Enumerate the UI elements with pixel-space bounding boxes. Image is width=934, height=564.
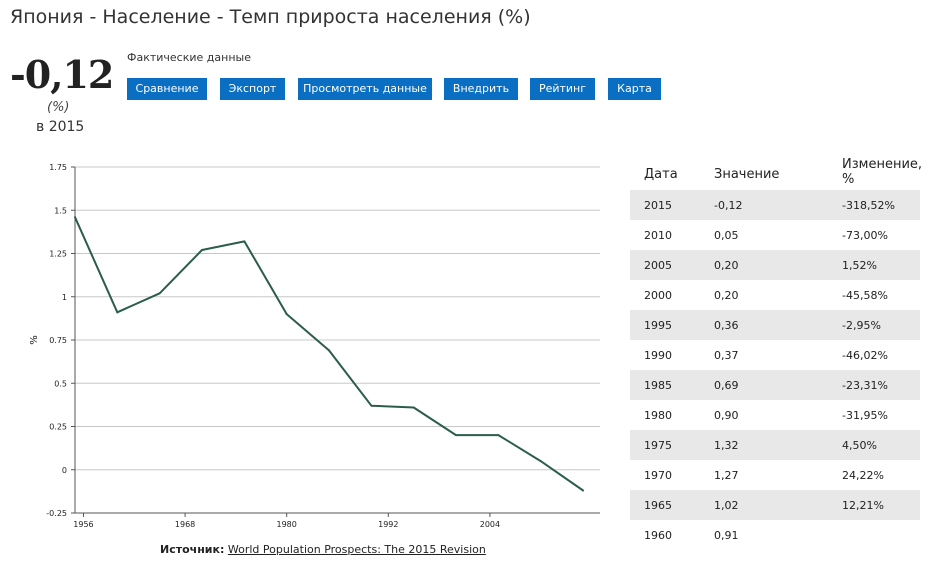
- table-header: Дата Значение Изменение, %: [630, 155, 923, 190]
- table-row: 1960 0,91: [630, 520, 920, 550]
- header-change: Изменение, %: [842, 157, 923, 187]
- y-tick-label: 0.25: [49, 423, 67, 432]
- row-value: 0,37: [714, 349, 739, 362]
- row-change: -318,52%: [842, 199, 895, 212]
- row-date: 1970: [644, 469, 672, 482]
- header-date: Дата: [644, 167, 678, 182]
- y-tick-label: 0.75: [49, 336, 67, 345]
- y-tick-label: 1.5: [54, 206, 67, 215]
- table-row: 1965 1,02 12,21%: [630, 490, 920, 520]
- x-tick-label: 1992: [378, 520, 398, 529]
- row-value: 0,20: [714, 259, 739, 272]
- source-line: Источник: World Population Prospects: Th…: [160, 543, 486, 556]
- data-point: [455, 434, 458, 437]
- row-value: 0,69: [714, 379, 739, 392]
- row-date: 1965: [644, 499, 672, 512]
- page-title: Япония - Население - Темп прироста насел…: [10, 6, 531, 28]
- data-point: [116, 311, 119, 314]
- row-change: -46,02%: [842, 349, 888, 362]
- row-date: 1980: [644, 409, 672, 422]
- data-point: [497, 434, 500, 437]
- data-point: [328, 349, 331, 352]
- row-change: -73,00%: [842, 229, 888, 242]
- y-tick-label: 1: [62, 293, 67, 302]
- table-body: 2015 -0,12 -318,52% 2010 0,05 -73,00% 2005 0,20…: [630, 190, 920, 550]
- y-tick-label: 1.25: [49, 250, 67, 259]
- actual-data-label: Фактические данные: [127, 51, 251, 64]
- row-date: 2010: [644, 229, 672, 242]
- y-tick-label: 0: [62, 466, 67, 475]
- table-row: 2000 0,20 -45,58%: [630, 280, 920, 310]
- row-change: 1,52%: [842, 259, 877, 272]
- table-row: 1985 0,69 -23,31%: [630, 370, 920, 400]
- x-tick-label: 2004: [480, 520, 500, 529]
- current-value: -0,12: [10, 52, 114, 97]
- data-point: [370, 404, 373, 407]
- table-row: 2005 0,20 1,52%: [630, 250, 920, 280]
- row-date: 1985: [644, 379, 672, 392]
- data-point: [201, 249, 204, 252]
- x-tick-label: 1956: [73, 520, 93, 529]
- row-change: 12,21%: [842, 499, 884, 512]
- view-data-button[interactable]: Просмотреть данные: [298, 78, 432, 100]
- row-value: 0,05: [714, 229, 739, 242]
- y-tick-label: 0.5: [54, 379, 67, 388]
- x-tick-label: 1968: [175, 520, 195, 529]
- data-point: [158, 292, 161, 295]
- data-point: [412, 406, 415, 409]
- table-row: 2015 -0,12 -318,52%: [630, 190, 920, 220]
- series-line: [74, 216, 584, 492]
- table-row: 1990 0,37 -46,02%: [630, 340, 920, 370]
- row-value: 0,36: [714, 319, 739, 332]
- x-tick-label: 1980: [277, 520, 297, 529]
- table-row: 2010 0,05 -73,00%: [630, 220, 920, 250]
- line-chart: -0.25 0 0.25 0.5 0.75 1 1.25 1.5 1.75 1956 1968 19…: [29, 163, 600, 529]
- y-tick-label: -0.25: [46, 509, 67, 518]
- row-date: 2015: [644, 199, 672, 212]
- compare-button[interactable]: Сравнение: [127, 78, 207, 100]
- table-row: 1980 0,90 -31,95%: [630, 400, 920, 430]
- data-point: [285, 313, 288, 316]
- export-button[interactable]: Экспорт: [220, 78, 285, 100]
- row-value: 0,20: [714, 289, 739, 302]
- row-change: -23,31%: [842, 379, 888, 392]
- row-date: 1990: [644, 349, 672, 362]
- y-tick-label: 1.75: [49, 163, 67, 172]
- data-point: [539, 460, 542, 463]
- y-axis-label: %: [29, 335, 40, 345]
- data-point: [74, 216, 76, 219]
- map-button[interactable]: Карта: [608, 78, 661, 100]
- unit-label: (%): [47, 100, 70, 115]
- table-row: 1995 0,36 -2,95%: [630, 310, 920, 340]
- row-date: 2005: [644, 259, 672, 272]
- row-change: -31,95%: [842, 409, 888, 422]
- row-change: -2,95%: [842, 319, 881, 332]
- source-link[interactable]: World Population Prospects: The 2015 Rev…: [227, 543, 486, 556]
- row-value: 0,90: [714, 409, 739, 422]
- data-point: [243, 240, 246, 243]
- row-value: -0,12: [714, 199, 743, 212]
- row-value: 1,32: [714, 439, 739, 452]
- table-row: 1975 1,32 4,50%: [630, 430, 920, 460]
- table-row: 1970 1,27 24,22%: [630, 460, 920, 490]
- header-value: Значение: [714, 167, 780, 182]
- year-label: в 2015: [36, 119, 85, 135]
- row-date: 2000: [644, 289, 672, 302]
- row-change: 24,22%: [842, 469, 884, 482]
- data-point: [582, 489, 585, 492]
- row-date: 1995: [644, 319, 672, 332]
- embed-button[interactable]: Внедрить: [444, 78, 518, 100]
- source-label: Источник:: [160, 543, 225, 556]
- rating-button[interactable]: Рейтинг: [530, 78, 595, 100]
- data-table: Дата Значение Изменение, % 2015 -0,12 -318…: [630, 155, 923, 550]
- row-value: 1,02: [714, 499, 739, 512]
- row-change: -45,58%: [842, 289, 888, 302]
- row-change: 4,50%: [842, 439, 877, 452]
- row-value: 1,27: [714, 469, 739, 482]
- row-date: 1960: [644, 529, 672, 542]
- row-date: 1975: [644, 439, 672, 452]
- row-value: 0,91: [714, 529, 739, 542]
